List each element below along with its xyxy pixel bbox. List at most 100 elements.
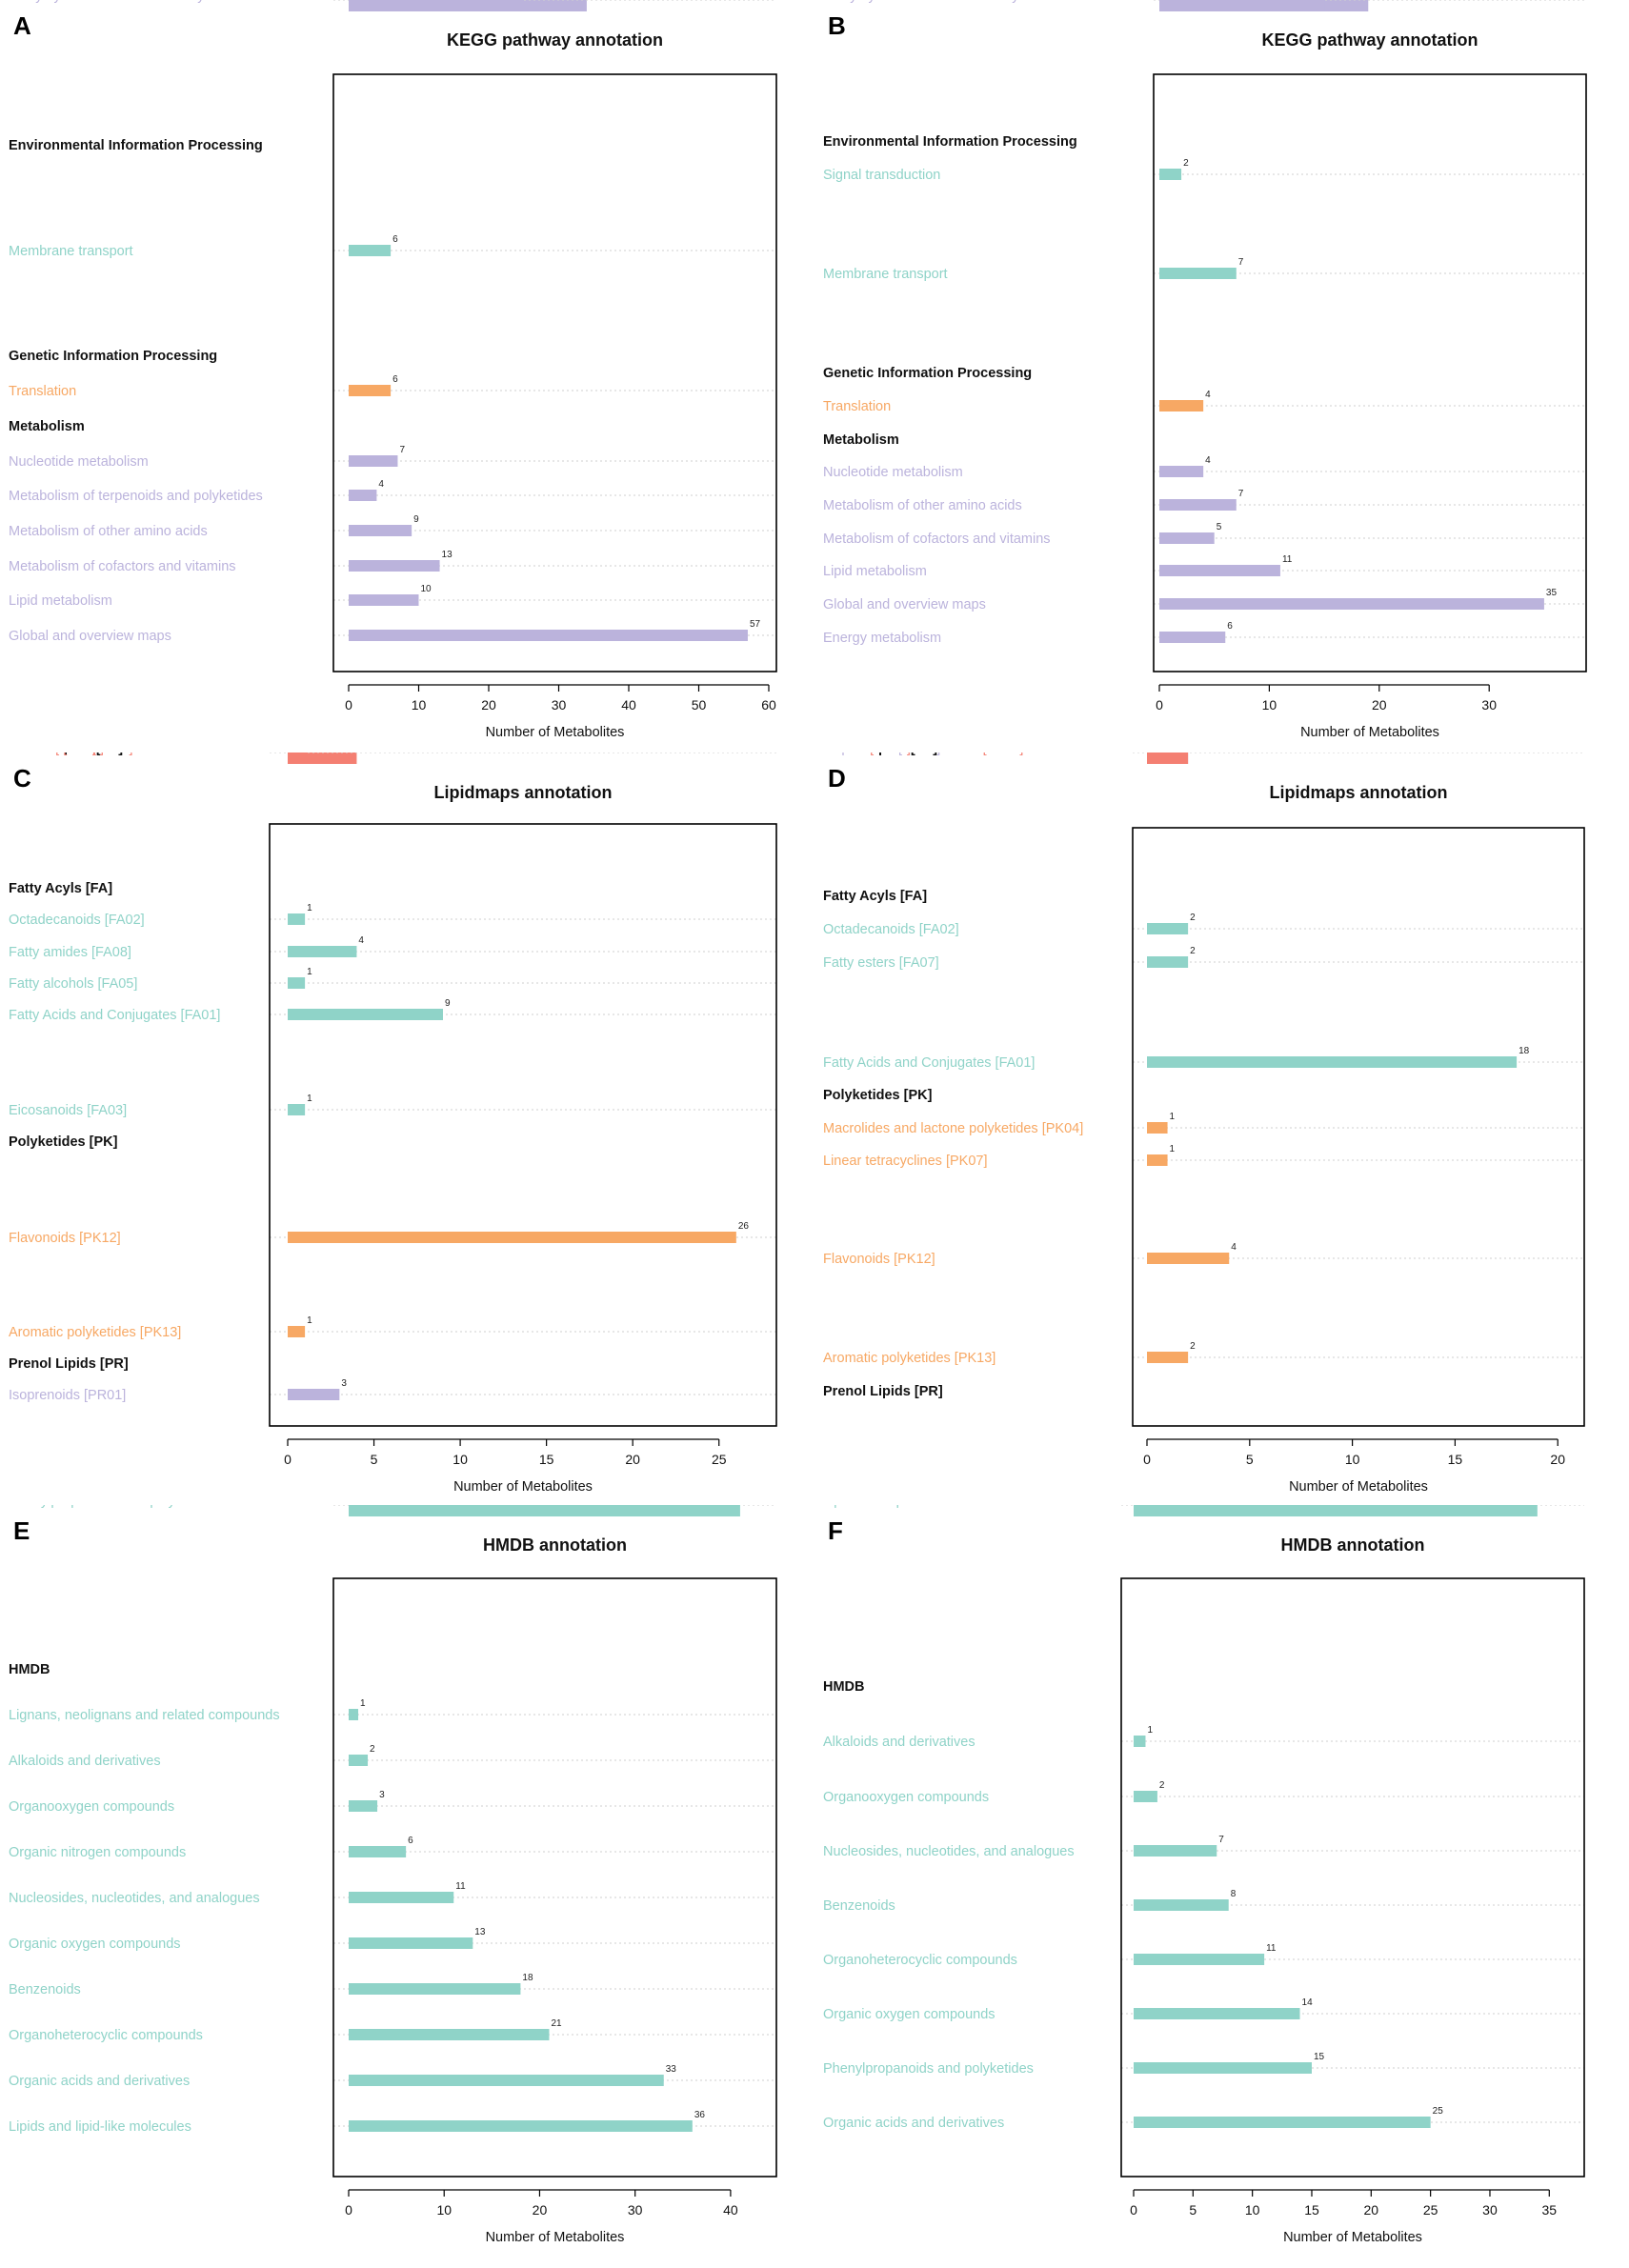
- bar: [349, 1709, 359, 1720]
- category-label: Nucleotide metabolism: [9, 454, 149, 470]
- plot-frame: [332, 73, 777, 672]
- value-label: 1: [307, 1094, 312, 1104]
- value-label: 2: [370, 1744, 375, 1755]
- x-tick-label: 0: [1143, 1452, 1151, 1467]
- value-label: 14: [1302, 1997, 1314, 2008]
- bar: [1159, 532, 1215, 544]
- bar: [1134, 1505, 1538, 1516]
- panel-label: B: [828, 11, 846, 40]
- chart-panel-c: C Lipidmaps annotation Fatty Acyls [FA] Oct…: [9, 753, 777, 1495]
- category-label: Metabolism of cofactors and vitamins: [823, 532, 1051, 547]
- category-label: Organooxygen compounds: [9, 1799, 174, 1815]
- bar: [1159, 0, 1325, 11]
- value-label: 10: [421, 584, 432, 594]
- category-label: Global and overview maps: [823, 597, 986, 612]
- category-label: Organic acids and derivatives: [823, 2116, 1004, 2131]
- value-label: 7: [399, 445, 405, 455]
- category-label: Nucleosides, nucleotides, and analogues: [9, 1891, 260, 1906]
- value-label: 6: [392, 374, 398, 385]
- value-label: 13: [442, 550, 453, 560]
- category-label: Amino acid metabolism: [9, 0, 151, 4]
- x-tick-label: 30: [628, 2202, 643, 2218]
- category-label: Linear tetracyclines [PK07]: [823, 1154, 987, 1169]
- value-label: 8: [1231, 1889, 1237, 1899]
- value-label: 36: [694, 2110, 706, 2120]
- bar: [1147, 1154, 1168, 1166]
- value-label: 1: [307, 1315, 312, 1326]
- bar: [1147, 1352, 1189, 1363]
- x-tick-label: 15: [539, 1452, 554, 1467]
- category-label: Sterols [ST01]: [823, 753, 911, 756]
- chart-title: HMDB annotation: [483, 1535, 627, 1555]
- value-label: 2: [1190, 913, 1196, 923]
- value-label: 6: [408, 1836, 413, 1846]
- value-label: 21: [551, 2018, 562, 2029]
- chart-panel-b: B KEGG pathway annotation Environmental In…: [823, 0, 1587, 740]
- bar: [349, 245, 392, 256]
- x-tick-label: 10: [436, 2202, 452, 2218]
- x-tick-label: 5: [1246, 1452, 1254, 1467]
- category-label: Translation: [823, 399, 891, 414]
- x-tick-label: 50: [692, 697, 707, 713]
- group-header: Genetic Information Processing: [9, 349, 217, 364]
- value-label: 19: [1370, 0, 1381, 3]
- bar: [1159, 499, 1237, 511]
- bar: [288, 913, 306, 925]
- bar: [1134, 1899, 1229, 1911]
- bar: [1159, 400, 1204, 411]
- bar: [349, 1983, 521, 1995]
- chart-title: HMDB annotation: [1281, 1535, 1425, 1555]
- x-tick-label: 10: [412, 697, 427, 713]
- value-label: 2: [1159, 1780, 1165, 1791]
- category-label: Organic oxygen compounds: [9, 1937, 181, 1952]
- x-tick-label: 20: [1550, 1452, 1565, 1467]
- value-label: 34: [1539, 1505, 1551, 1508]
- panel-label: E: [13, 1516, 30, 1545]
- bar: [349, 2075, 664, 2086]
- panel-label: A: [13, 11, 31, 40]
- x-tick-label: 40: [621, 697, 636, 713]
- category-label: Lipids and lipid-like molecules: [9, 2119, 191, 2135]
- value-label: 15: [1314, 2052, 1325, 2062]
- value-label: 6: [392, 234, 398, 245]
- value-label: 4: [358, 753, 364, 755]
- category-label: Metabolism of terpenoids and polyketides: [9, 489, 263, 504]
- x-tick-label: 25: [712, 1452, 727, 1467]
- category-label: Metabolism of other amino acids: [823, 498, 1022, 513]
- bar: [349, 630, 748, 641]
- chart-title: Lipidmaps annotation: [1270, 783, 1448, 802]
- category-label: Organic nitrogen compounds: [9, 1845, 186, 1860]
- category-label: Carbohydrate metabolism: [9, 0, 167, 4]
- category-label: Carbohydrate metabolism: [823, 0, 981, 4]
- bar: [349, 0, 524, 11]
- category-label: Benzenoids: [823, 1898, 895, 1914]
- category-label: Benzenoids: [9, 1982, 81, 1997]
- chart-title: Lipidmaps annotation: [434, 783, 613, 802]
- bar: [1147, 753, 1189, 764]
- panel-label: F: [828, 1516, 843, 1545]
- bar: [349, 594, 419, 606]
- group-header: Prenol Lipids [PR]: [9, 1356, 129, 1372]
- bar: [349, 1892, 454, 1903]
- bar: [1134, 1954, 1265, 1965]
- category-label: Alkaloids and derivatives: [823, 1735, 975, 1750]
- category-label: Nucleosides, nucleotides, and analogues: [823, 1844, 1075, 1859]
- plot-frame: [332, 1577, 777, 2178]
- group-header: Sterol Lipids [ST]: [9, 753, 123, 756]
- value-label: 4: [1205, 455, 1211, 466]
- group-header: Polyketides [PK]: [823, 1088, 933, 1103]
- value-label: 1: [1170, 1144, 1176, 1154]
- bar: [1134, 1845, 1217, 1857]
- value-label: 15: [1326, 0, 1337, 3]
- bar: [349, 560, 440, 572]
- bar: [349, 525, 412, 536]
- category-label: Steroids [ST02]: [9, 753, 104, 756]
- category-label: Sterols [ST01]: [9, 753, 96, 756]
- value-label: 26: [738, 1221, 750, 1232]
- category-label: Biosynthesis of other secondary metaboli…: [9, 0, 279, 4]
- x-tick-label: 30: [1481, 697, 1497, 713]
- x-tick-label: 0: [345, 2202, 352, 2218]
- value-label: 1: [307, 753, 312, 755]
- bar: [349, 385, 392, 396]
- value-label: 1: [307, 753, 312, 755]
